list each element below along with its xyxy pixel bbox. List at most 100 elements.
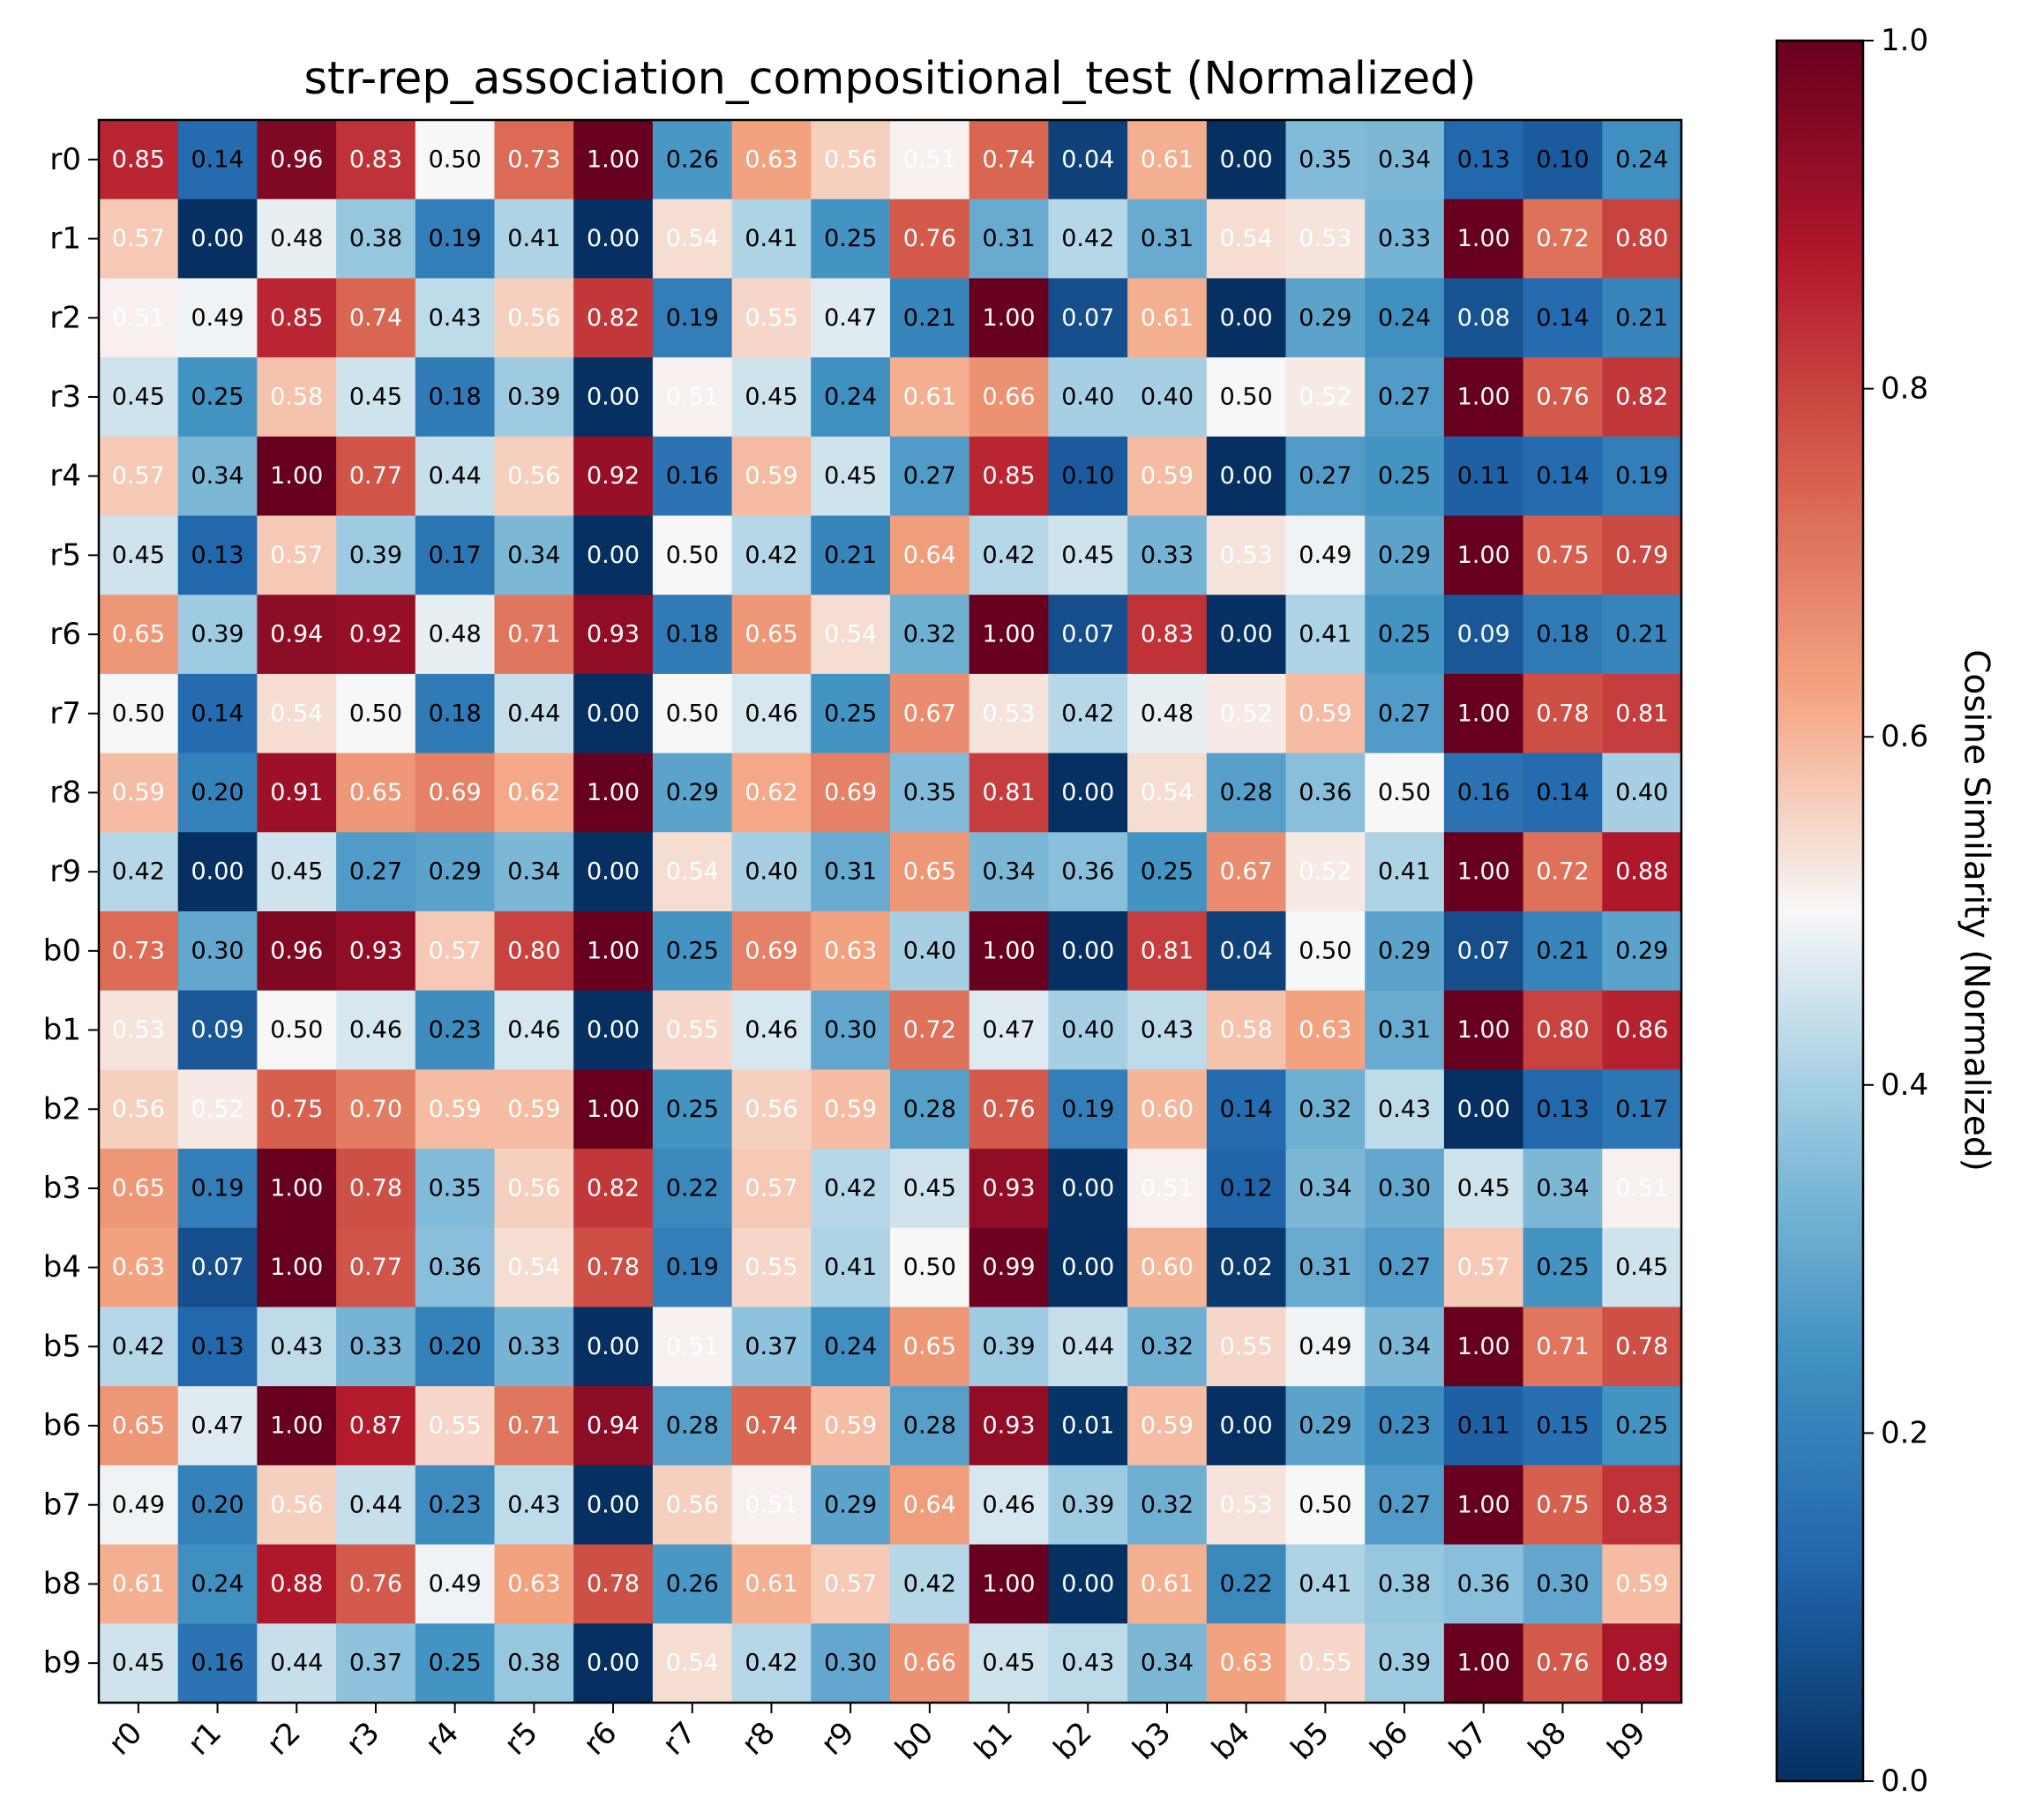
cell-value-r3-b0: 0.61 — [903, 383, 956, 410]
cell-value-r3-b2: 0.40 — [1061, 383, 1114, 410]
heatmap-cell-b2-b0 — [890, 1069, 970, 1150]
heatmap-cell-b8-r2 — [257, 1544, 337, 1624]
heatmap-cell-r6-b9 — [1602, 595, 1682, 675]
cell-value-b9-r5: 0.38 — [507, 1650, 560, 1677]
heatmap-cell-b6-r4 — [415, 1386, 496, 1466]
heatmap-cell-b8-r6 — [573, 1544, 654, 1624]
heatmap-cell-r5-b6 — [1365, 515, 1445, 595]
cell-value-r1-r9: 0.25 — [824, 225, 877, 252]
heatmap-cell-b4-b2 — [1048, 1227, 1128, 1308]
cell-value-r8-r7: 0.29 — [666, 779, 719, 806]
heatmap-cell-b6-b1 — [969, 1386, 1049, 1466]
cell-value-b0-r7: 0.25 — [666, 937, 719, 964]
cell-value-r8-b7: 0.16 — [1457, 779, 1510, 806]
heatmap-cell-b7-b3 — [1127, 1464, 1208, 1546]
y-tick-label-r5: r5 — [49, 537, 81, 573]
heatmap-cell-r3-r4 — [415, 357, 496, 438]
cell-value-r2-b0: 0.21 — [903, 304, 956, 332]
cell-value-r2-r3: 0.74 — [349, 304, 402, 332]
heatmap-cell-labels: 0.85 0.14 0.96 0.83 0.50 0.73 1.00 0.26 0.63 0.56… — [112, 146, 1668, 1676]
heatmap-cell-b1-b9 — [1602, 990, 1682, 1070]
heatmap-cell-b1-r0 — [99, 990, 179, 1070]
cell-value-r0-r8: 0.63 — [745, 146, 797, 173]
cell-value-b3-r1: 0.19 — [191, 1174, 243, 1202]
heatmap-cell-b1-r8 — [731, 990, 812, 1070]
heatmap-cell-r7-b4 — [1206, 673, 1287, 754]
cell-value-r9-b0: 0.65 — [903, 858, 956, 886]
heatmap-cell-b1-r1 — [177, 990, 258, 1070]
cell-value-r1-r4: 0.19 — [429, 225, 482, 252]
heatmap-cell-b3-r1 — [177, 1149, 258, 1229]
cell-value-r6-r2: 0.94 — [270, 621, 323, 648]
cell-value-b0-b5: 0.50 — [1299, 937, 1351, 964]
cell-value-r0-b8: 0.10 — [1536, 146, 1589, 173]
heatmap-cell-r3-b4 — [1206, 357, 1287, 438]
cell-value-b2-r3: 0.70 — [349, 1096, 402, 1123]
heatmap-cell-r7-b5 — [1285, 673, 1366, 754]
heatmap-cell-r3-r6 — [573, 357, 654, 438]
heatmap-cell-b2-b5 — [1285, 1069, 1366, 1150]
cell-value-r1-b5: 0.53 — [1299, 225, 1351, 252]
heatmap-cell-r8-b4 — [1206, 753, 1287, 833]
cell-value-r6-b7: 0.09 — [1457, 621, 1510, 648]
heatmap-cell-b7-r2 — [257, 1464, 337, 1546]
heatmap-cell-b0-b5 — [1285, 911, 1366, 992]
cell-value-b5-b9: 0.78 — [1615, 1333, 1668, 1360]
cell-value-r3-b7: 1.00 — [1457, 383, 1510, 410]
heatmap-cell-b1-b0 — [890, 990, 970, 1070]
heatmap-cell-r8-r1 — [177, 753, 258, 833]
cell-value-r4-b8: 0.14 — [1536, 462, 1589, 490]
cell-value-b4-r8: 0.55 — [745, 1254, 797, 1281]
cell-value-b1-b1: 0.47 — [982, 1016, 1035, 1044]
cell-value-b7-b2: 0.39 — [1061, 1491, 1114, 1518]
cell-value-b3-r5: 0.56 — [507, 1174, 560, 1202]
heatmap-cell-b3-b2 — [1048, 1149, 1128, 1229]
heatmap-cell-r5-r6 — [573, 515, 654, 595]
cell-value-b4-b7: 0.57 — [1457, 1254, 1510, 1281]
cell-value-b4-r0: 0.63 — [112, 1254, 165, 1281]
heatmap-cell-b7-r6 — [573, 1464, 654, 1546]
heatmap-cell-r5-b8 — [1523, 515, 1603, 595]
heatmap-cell-b0-r0 — [99, 911, 179, 992]
heatmap-cell-r9-r8 — [731, 832, 812, 912]
heatmap-cell-b4-r3 — [336, 1227, 416, 1308]
heatmap-cell-r7-r2 — [257, 673, 337, 754]
heatmap-cell-r6-b8 — [1523, 595, 1603, 675]
colorbar-tick-label-0.8: 0.8 — [1881, 371, 1928, 407]
heatmap-cell-r5-r9 — [811, 515, 891, 595]
heatmap-cell-b6-b0 — [890, 1386, 970, 1466]
cell-value-r7-b9: 0.81 — [1615, 700, 1668, 727]
cell-value-b2-r8: 0.56 — [745, 1096, 797, 1123]
cell-value-b6-b8: 0.15 — [1536, 1412, 1589, 1440]
cell-value-b8-b8: 0.30 — [1536, 1570, 1589, 1598]
heatmap-cell-r5-b1 — [969, 515, 1049, 595]
cell-value-r8-b8: 0.14 — [1536, 779, 1589, 806]
heatmap-cell-b7-r4 — [415, 1464, 496, 1546]
heatmap-cell-r9-r5 — [494, 832, 574, 912]
y-tick-label-r0: r0 — [49, 142, 81, 177]
heatmap-cell-r6-b6 — [1365, 595, 1445, 675]
heatmap-cell-r3-r9 — [811, 357, 891, 438]
cell-value-b4-b8: 0.25 — [1536, 1254, 1589, 1281]
cell-value-r3-b4: 0.50 — [1220, 383, 1273, 410]
heatmap-cell-b9-b6 — [1365, 1623, 1445, 1704]
heatmap-cell-b9-b2 — [1048, 1623, 1128, 1704]
heatmap-cell-r4-b5 — [1285, 436, 1366, 517]
cell-value-b1-r3: 0.46 — [349, 1016, 402, 1044]
heatmap-cell-r5-b2 — [1048, 515, 1128, 595]
cell-value-r5-r1: 0.13 — [191, 542, 243, 569]
cell-value-b4-r3: 0.77 — [349, 1254, 402, 1281]
heatmap-cell-r4-r7 — [652, 436, 733, 517]
heatmap-cell-r7-b6 — [1365, 673, 1445, 754]
y-tick-label-r7: r7 — [49, 696, 81, 731]
heatmap-cell-b1-r5 — [494, 990, 574, 1070]
cell-value-b6-b2: 0.01 — [1061, 1412, 1114, 1440]
heatmap-cell-b2-r6 — [573, 1069, 654, 1150]
heatmap-cell-b6-r3 — [336, 1386, 416, 1466]
cell-value-b2-b9: 0.17 — [1615, 1096, 1668, 1123]
cell-value-r0-b0: 0.51 — [903, 146, 956, 173]
heatmap-cell-b2-b3 — [1127, 1069, 1208, 1150]
cell-value-b9-r9: 0.30 — [824, 1650, 877, 1677]
cell-value-b2-b3: 0.60 — [1141, 1096, 1194, 1123]
cell-value-b3-r8: 0.57 — [745, 1174, 797, 1202]
